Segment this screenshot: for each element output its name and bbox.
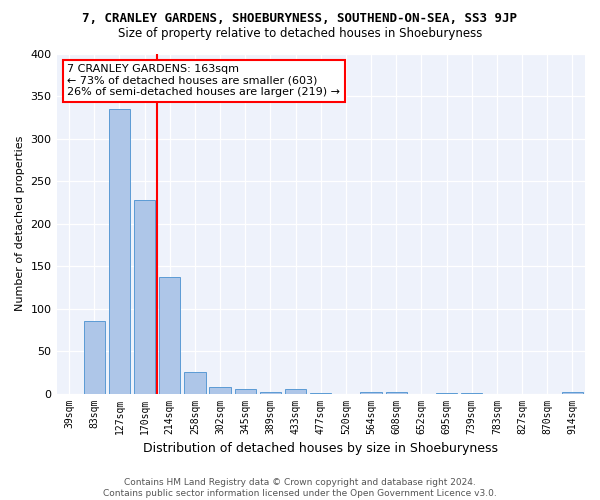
Text: Size of property relative to detached houses in Shoeburyness: Size of property relative to detached ho… — [118, 28, 482, 40]
Text: Contains HM Land Registry data © Crown copyright and database right 2024.
Contai: Contains HM Land Registry data © Crown c… — [103, 478, 497, 498]
Bar — [562, 392, 583, 394]
Bar — [386, 392, 407, 394]
Bar — [461, 392, 482, 394]
Bar — [310, 392, 331, 394]
Y-axis label: Number of detached properties: Number of detached properties — [15, 136, 25, 312]
X-axis label: Distribution of detached houses by size in Shoeburyness: Distribution of detached houses by size … — [143, 442, 498, 455]
Bar — [83, 322, 105, 394]
Bar — [235, 390, 256, 394]
Bar — [109, 109, 130, 394]
Text: 7, CRANLEY GARDENS, SHOEBURYNESS, SOUTHEND-ON-SEA, SS3 9JP: 7, CRANLEY GARDENS, SHOEBURYNESS, SOUTHE… — [83, 12, 517, 26]
Bar — [260, 392, 281, 394]
Bar — [436, 392, 457, 394]
Bar — [159, 278, 181, 394]
Bar — [134, 200, 155, 394]
Bar — [209, 387, 231, 394]
Bar — [361, 392, 382, 394]
Text: 7 CRANLEY GARDENS: 163sqm
← 73% of detached houses are smaller (603)
26% of semi: 7 CRANLEY GARDENS: 163sqm ← 73% of detac… — [67, 64, 340, 98]
Bar — [285, 390, 307, 394]
Bar — [184, 372, 206, 394]
